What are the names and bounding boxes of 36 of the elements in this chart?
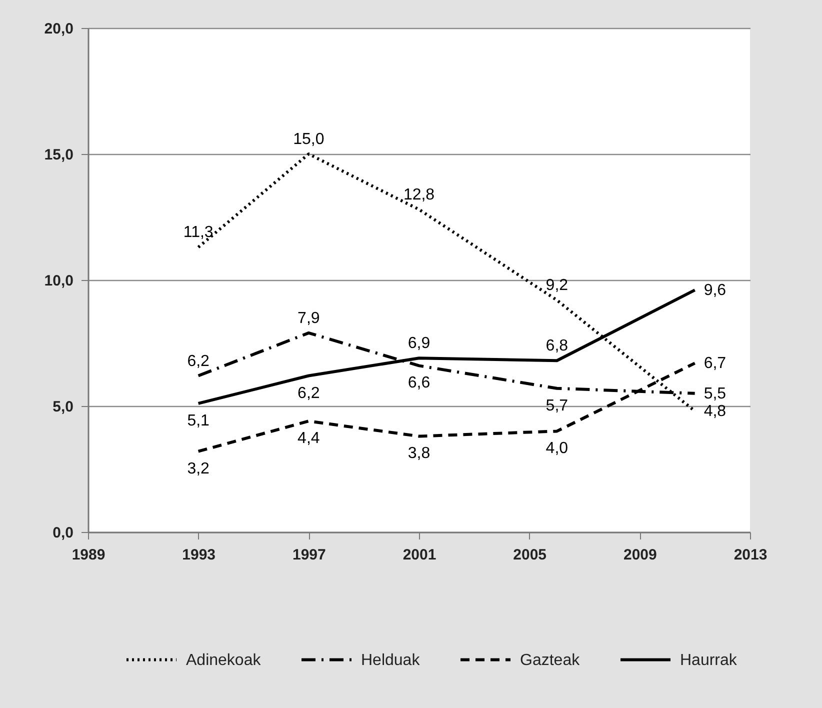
y-tick-label: 10,0 bbox=[44, 272, 74, 290]
x-tick-label: 2001 bbox=[402, 546, 436, 564]
x-tick-label: 2013 bbox=[734, 546, 768, 564]
data-label: 6,2 bbox=[187, 352, 210, 370]
y-tick-label: 20,0 bbox=[44, 20, 74, 38]
x-tick-label: 1989 bbox=[72, 546, 106, 564]
legend-label: Adinekoak bbox=[186, 652, 262, 669]
data-label: 3,2 bbox=[187, 460, 210, 478]
data-label: 5,5 bbox=[704, 385, 726, 402]
x-tick-label: 1993 bbox=[182, 546, 216, 564]
legend-label: Helduak bbox=[361, 652, 421, 669]
data-label: 4,8 bbox=[704, 403, 726, 420]
data-label: 4,4 bbox=[298, 430, 320, 448]
data-label: 15,0 bbox=[293, 131, 324, 148]
x-tick-label: 1997 bbox=[292, 546, 326, 564]
data-label: 6,2 bbox=[298, 384, 320, 402]
y-tick-label: 5,0 bbox=[52, 398, 74, 416]
data-label: 12,8 bbox=[403, 186, 435, 204]
x-tick-label: 2005 bbox=[513, 546, 547, 564]
data-label: 5,7 bbox=[546, 397, 568, 414]
x-tick-label: 2009 bbox=[623, 546, 657, 564]
data-label: 9,6 bbox=[704, 282, 726, 300]
data-label: 4,0 bbox=[546, 440, 568, 458]
legend-label: Haurrak bbox=[680, 652, 738, 669]
data-label: 3,8 bbox=[408, 445, 430, 462]
y-tick-label: 0,0 bbox=[52, 524, 74, 542]
data-label: 6,8 bbox=[546, 338, 568, 355]
data-label: 5,1 bbox=[187, 412, 210, 430]
data-label: 6,6 bbox=[408, 374, 430, 392]
y-tick-label: 15,0 bbox=[44, 146, 74, 164]
data-label: 6,7 bbox=[704, 355, 726, 372]
data-label: 6,9 bbox=[408, 335, 430, 352]
data-label: 9,2 bbox=[546, 277, 568, 294]
data-label: 7,9 bbox=[298, 310, 320, 327]
data-label: 11,3 bbox=[183, 224, 214, 242]
legend-label: Gazteak bbox=[520, 652, 581, 669]
